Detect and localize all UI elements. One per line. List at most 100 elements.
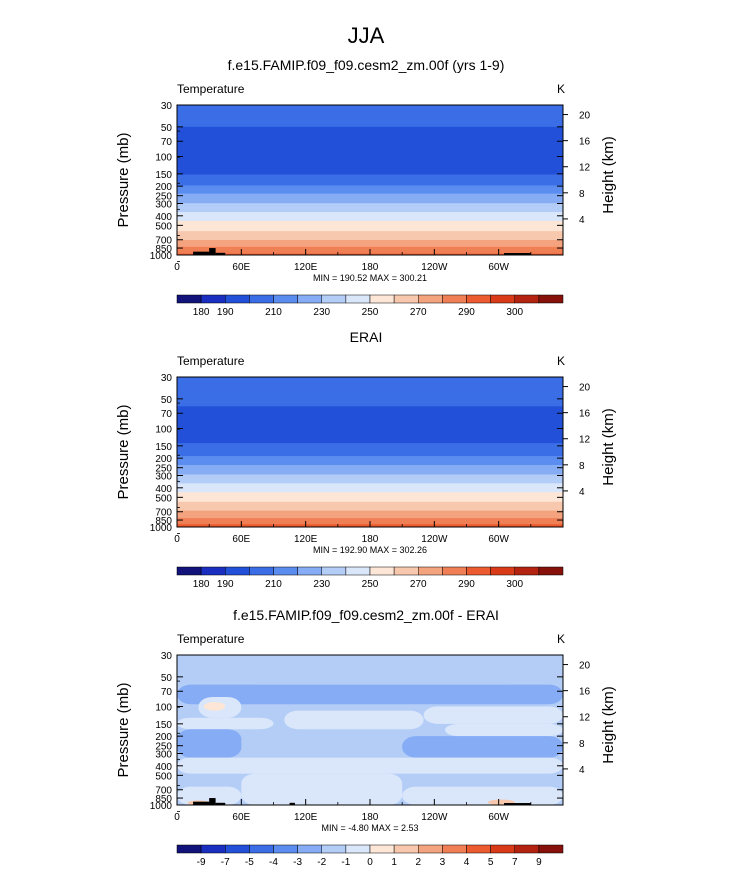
labelbar-label: -4 xyxy=(269,857,278,868)
contour-band xyxy=(177,120,563,122)
contour-band xyxy=(177,154,563,156)
min-max-stats: MIN = 190.52 MAX = 300.21 xyxy=(313,273,427,283)
contour-band xyxy=(177,510,563,512)
contour-band xyxy=(177,479,563,481)
contour-band xyxy=(177,213,563,215)
contour-band xyxy=(177,130,563,132)
contour-band xyxy=(177,156,563,158)
contour-band xyxy=(177,507,563,509)
panel-title: f.e15.FAMIP.f09_f09.cesm2_zm.00f - ERAI xyxy=(233,607,499,623)
contour-band xyxy=(177,186,563,188)
contour-band xyxy=(177,128,563,130)
contour-band xyxy=(177,420,563,422)
contour-band xyxy=(177,439,563,441)
contour-band xyxy=(177,188,563,190)
contour-band xyxy=(177,232,563,234)
labelbar-box xyxy=(466,566,491,576)
y-tick-label: 200 xyxy=(155,454,172,465)
contour-band xyxy=(177,155,563,157)
contour-band xyxy=(177,115,563,117)
panel-title: f.e15.FAMIP.f09_f09.cesm2_zm.00f (yrs 1-… xyxy=(228,57,505,73)
y-tick-label: 30 xyxy=(161,101,173,112)
contour-band xyxy=(177,210,563,212)
contour-band xyxy=(177,485,563,487)
contour-band xyxy=(177,116,563,118)
contour-band xyxy=(177,451,563,453)
contour-band xyxy=(177,108,563,110)
contour-band xyxy=(177,442,563,444)
height-tick-label: 16 xyxy=(579,137,591,148)
labelbar-label: 300 xyxy=(506,307,523,318)
contour-band xyxy=(177,145,563,147)
contour-band xyxy=(177,132,563,135)
labelbar-box xyxy=(345,844,371,854)
labelbar-box xyxy=(345,566,371,576)
y-tick-label: 500 xyxy=(155,221,172,232)
contour-band xyxy=(177,417,563,419)
contour-band xyxy=(177,452,563,454)
contour-band xyxy=(177,144,563,146)
height-tick-label: 16 xyxy=(579,687,591,698)
contour-band xyxy=(177,197,563,199)
contour-band xyxy=(177,457,563,459)
labelbar-label: 190 xyxy=(217,579,234,590)
contour-band xyxy=(177,385,563,387)
contour-band xyxy=(177,434,563,437)
labelbar-label: 210 xyxy=(265,307,282,318)
y-axis-title: Pressure (mb) xyxy=(115,132,132,227)
y-right-axis-title: Height (km) xyxy=(600,408,617,486)
contour-band xyxy=(177,220,563,222)
contour-band xyxy=(177,467,563,469)
contour-band xyxy=(177,398,563,400)
labelbar-box xyxy=(538,844,564,854)
contour-region xyxy=(177,684,563,705)
contour-band xyxy=(177,119,563,121)
contour-band xyxy=(177,486,563,488)
y-tick-label: 250 xyxy=(155,742,172,753)
contour-band xyxy=(177,151,563,153)
contour-band xyxy=(177,135,563,137)
panel-units-label: K xyxy=(557,632,565,646)
contour-band xyxy=(177,504,563,506)
contour-band xyxy=(177,189,563,191)
contour-band xyxy=(177,196,563,198)
labelbar: 180 190 210 230 250 270 290 300 xyxy=(176,566,564,590)
labelbar-box xyxy=(466,294,491,304)
contour-band xyxy=(177,226,563,228)
labelbar-label: -7 xyxy=(221,857,230,868)
contour-band xyxy=(177,158,563,160)
contour-band xyxy=(177,177,563,179)
contour-band xyxy=(177,384,563,386)
contour-band xyxy=(177,233,563,235)
y-tick-label: 400 xyxy=(155,484,172,495)
contour-band xyxy=(177,516,563,518)
contour-band xyxy=(177,111,563,113)
contour-band xyxy=(177,448,563,450)
y-tick-label: 850 xyxy=(155,244,172,255)
contour-band xyxy=(177,428,563,430)
contour-band xyxy=(177,514,563,516)
contour-band xyxy=(177,462,563,464)
contour-band xyxy=(177,471,563,473)
labelbar: 180 190 210 230 250 270 290 300 xyxy=(176,294,564,318)
contour-band xyxy=(177,458,563,460)
contour-band xyxy=(177,453,563,455)
labelbar-box xyxy=(273,566,298,576)
contour-band xyxy=(177,117,563,120)
y-tick-label: 200 xyxy=(155,182,172,193)
contour-band xyxy=(177,157,563,159)
contour-band xyxy=(177,209,563,211)
contour-band xyxy=(177,447,563,449)
land-mask xyxy=(215,252,226,255)
y-right-axis-title: Height (km) xyxy=(600,686,617,764)
contour-region xyxy=(284,710,424,730)
labelbar-label: 9 xyxy=(536,857,542,868)
contour-band xyxy=(177,499,563,501)
contour-band xyxy=(177,241,563,243)
contour-band xyxy=(177,443,563,445)
contour-band xyxy=(177,112,563,114)
contour-band xyxy=(177,127,563,129)
contour-band xyxy=(177,422,563,424)
x-tick-label: 120W xyxy=(421,262,448,273)
contour-band xyxy=(177,182,563,184)
